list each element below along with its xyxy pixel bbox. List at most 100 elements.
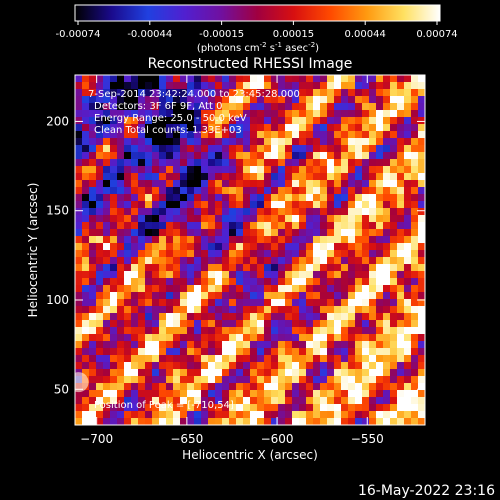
- heatmap-cell: [355, 320, 363, 328]
- heatmap-cell: [166, 292, 174, 300]
- heatmap-cell: [306, 180, 314, 188]
- heatmap-cell: [404, 173, 412, 181]
- heatmap-cell: [264, 285, 272, 293]
- heatmap-cell: [418, 320, 425, 328]
- heatmap-cell: [257, 397, 265, 405]
- heatmap-cell: [306, 390, 314, 398]
- heatmap-cell: [75, 348, 83, 356]
- heatmap-cell: [411, 180, 419, 188]
- heatmap-cell: [285, 187, 293, 195]
- heatmap-cell: [285, 341, 293, 349]
- heatmap-cell: [117, 243, 125, 251]
- heatmap-cell: [327, 243, 335, 251]
- heatmap-cell: [138, 383, 146, 391]
- heatmap-cell: [152, 103, 160, 111]
- heatmap-cell: [166, 264, 174, 272]
- heatmap-cell: [292, 173, 300, 181]
- heatmap-cell: [145, 166, 153, 174]
- heatmap-cell: [201, 313, 209, 321]
- heatmap-cell: [229, 411, 237, 419]
- heatmap-cell: [124, 201, 132, 209]
- heatmap-cell: [285, 355, 293, 363]
- heatmap-cell: [271, 236, 279, 244]
- heatmap-cell: [369, 75, 377, 83]
- heatmap-cell: [180, 418, 188, 425]
- heatmap-cell: [250, 110, 258, 118]
- heatmap-cell: [173, 145, 181, 153]
- heatmap-cell: [397, 257, 405, 265]
- heatmap-cell: [145, 201, 153, 209]
- heatmap-cell: [292, 327, 300, 335]
- heatmap-cell: [117, 75, 125, 83]
- heatmap-cell: [96, 369, 104, 377]
- heatmap-cell: [341, 194, 349, 202]
- heatmap-cell: [96, 278, 104, 286]
- heatmap-cell: [201, 103, 209, 111]
- heatmap-cell: [362, 320, 370, 328]
- heatmap-cell: [138, 348, 146, 356]
- heatmap-cell: [215, 411, 223, 419]
- heatmap-cell: [166, 327, 174, 335]
- heatmap-cell: [390, 124, 398, 132]
- heatmap-cell: [264, 187, 272, 195]
- heatmap-cell: [390, 271, 398, 279]
- heatmap-cell: [292, 236, 300, 244]
- heatmap-cell: [103, 369, 111, 377]
- heatmap-cell: [208, 327, 216, 335]
- heatmap-cell: [355, 166, 363, 174]
- heatmap-cell: [166, 124, 174, 132]
- heatmap-cell: [348, 327, 356, 335]
- heatmap-cell: [390, 229, 398, 237]
- heatmap-cell: [348, 208, 356, 216]
- heatmap-cell: [131, 117, 139, 125]
- heatmap-cell: [145, 404, 153, 412]
- heatmap-cell: [257, 236, 265, 244]
- heatmap-cell: [131, 348, 139, 356]
- heatmap-cell: [75, 82, 83, 90]
- heatmap-cell: [390, 355, 398, 363]
- heatmap-cell: [201, 138, 209, 146]
- heatmap-cell: [103, 404, 111, 412]
- heatmap-cell: [187, 348, 195, 356]
- heatmap-cell: [341, 376, 349, 384]
- heatmap-cell: [362, 243, 370, 251]
- heatmap-cell: [278, 173, 286, 181]
- heatmap-cell: [278, 390, 286, 398]
- heatmap-cell: [208, 124, 216, 132]
- heatmap-cell: [131, 110, 139, 118]
- heatmap-cell: [222, 96, 230, 104]
- heatmap-cell: [334, 418, 342, 425]
- heatmap-cell: [313, 278, 321, 286]
- heatmap-cell: [397, 390, 405, 398]
- heatmap-cell: [341, 383, 349, 391]
- heatmap-cell: [187, 201, 195, 209]
- heatmap-cell: [229, 292, 237, 300]
- heatmap-cell: [194, 131, 202, 139]
- heatmap-cell: [362, 89, 370, 97]
- heatmap-cell: [285, 418, 293, 425]
- heatmap-cell: [250, 341, 258, 349]
- heatmap-cell: [215, 103, 223, 111]
- heatmap-cell: [285, 208, 293, 216]
- date-stamp: 16-May-2022 23:16: [358, 483, 495, 499]
- heatmap-cell: [327, 397, 335, 405]
- heatmap-cell: [124, 145, 132, 153]
- heatmap-cell: [243, 173, 251, 181]
- heatmap-cell: [159, 362, 167, 370]
- heatmap-cell: [103, 208, 111, 216]
- heatmap-cell: [103, 145, 111, 153]
- heatmap-cell: [320, 264, 328, 272]
- heatmap-cell: [187, 236, 195, 244]
- heatmap-cell: [152, 96, 160, 104]
- heatmap-cell: [320, 173, 328, 181]
- heatmap-cell: [236, 257, 244, 265]
- heatmap-cell: [264, 418, 272, 425]
- heatmap-cell: [250, 173, 258, 181]
- heatmap-cell: [194, 96, 202, 104]
- heatmap-cell: [215, 138, 223, 146]
- heatmap-cell: [117, 194, 125, 202]
- heatmap-cell: [383, 201, 391, 209]
- heatmap-cell: [124, 187, 132, 195]
- heatmap-cell: [327, 418, 335, 425]
- heatmap-cell: [264, 341, 272, 349]
